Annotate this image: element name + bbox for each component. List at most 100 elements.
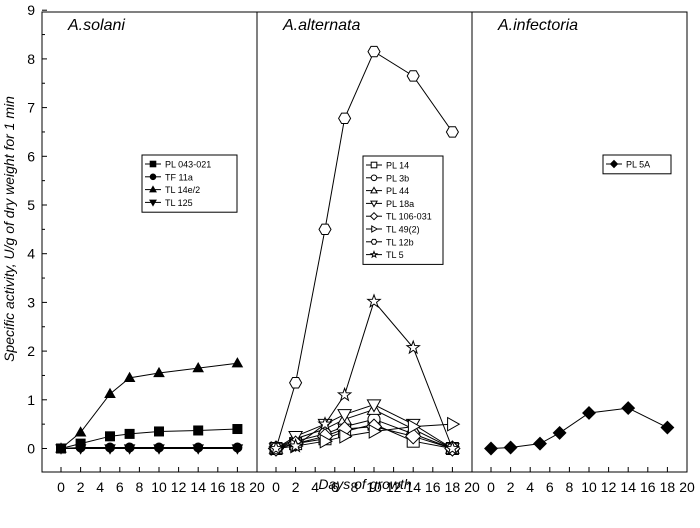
- legend-item: TL 125: [145, 198, 193, 208]
- legend: PL 043-021 TF 11a TL 14e/2 TL 125: [141, 154, 238, 213]
- x-tick-label: 6: [546, 479, 554, 495]
- x-tick-label: 20: [249, 479, 265, 495]
- legend-box: [362, 155, 444, 265]
- x-tick-label: 18: [230, 479, 246, 495]
- data-point: [405, 339, 421, 355]
- x-tick-label: 12: [386, 479, 402, 495]
- x-tick-label: 10: [151, 479, 167, 495]
- legend-label: TL 5: [386, 250, 404, 260]
- data-point: [406, 70, 420, 82]
- legend-item: TL 5: [366, 250, 404, 260]
- x-tick-label: 16: [640, 479, 656, 495]
- x-tick-label: 10: [366, 479, 382, 495]
- legend-label: TL 125: [165, 198, 193, 208]
- data-point: [621, 401, 636, 416]
- series-tl-12b: [269, 45, 459, 455]
- legend-item: TL 12b: [366, 237, 414, 247]
- data-point: [552, 425, 567, 440]
- data-point: [318, 223, 332, 236]
- y-tick-label: 8: [27, 51, 35, 67]
- data-point: [582, 405, 596, 420]
- frame-layer: [41, 11, 688, 473]
- legend-label: TF 11a: [165, 172, 193, 182]
- legend-item: TF 11a: [145, 172, 193, 182]
- series-line: [60, 362, 238, 449]
- x-tick-label: 0: [487, 479, 495, 495]
- series-pl-5a: [484, 401, 675, 456]
- legend-label: PL 14: [386, 161, 409, 171]
- x-tick-label: 0: [57, 479, 65, 495]
- data-point: [366, 293, 382, 308]
- y-axis: 0 1 2 3 4 5 6 7 8 9: [27, 2, 47, 457]
- legend-label: TL 14e/2: [165, 185, 200, 195]
- y-tick-label: 2: [27, 343, 35, 359]
- data-point: [105, 431, 115, 442]
- legend-item: TL 49(2): [366, 225, 420, 235]
- y-axis-title: Specific activity, U/g of dry weight for…: [1, 96, 17, 362]
- data-point: [338, 112, 352, 125]
- data-point: [74, 444, 87, 455]
- y-tick-label: 0: [27, 441, 35, 457]
- panel-title: A.alternata: [282, 17, 360, 34]
- data-point: [533, 436, 547, 451]
- panel-3: A.infectoria 0 2 4 6 8 10 12 14 16 18 20 PL 5A: [484, 17, 695, 495]
- legend-item: PL 14: [366, 161, 409, 171]
- x-tick-label: 16: [210, 479, 226, 495]
- legend-label: TL 49(2): [386, 225, 420, 235]
- legend-label: TL 106-031: [386, 212, 432, 222]
- data-point: [660, 420, 675, 435]
- y-tick-label: 1: [27, 392, 35, 408]
- series-line: [490, 407, 668, 449]
- y-tick-label: 6: [27, 148, 35, 164]
- x-tick-label: 14: [405, 479, 421, 495]
- legend-label: PL 043-021: [165, 160, 211, 170]
- panel-title: A.solani: [67, 17, 125, 34]
- data-point: [55, 444, 67, 455]
- x-tick-label: 2: [292, 479, 300, 495]
- legend-label: TL 12b: [386, 237, 414, 247]
- data-point: [445, 126, 459, 138]
- y-tick-label: 3: [27, 294, 35, 310]
- legend-item: PL 18a: [366, 199, 414, 209]
- x-tick-label: 0: [272, 479, 280, 495]
- panel-title: A.infectoria: [497, 17, 578, 34]
- legend-item: PL 5A: [606, 160, 650, 170]
- x-tick-label: 4: [311, 479, 319, 495]
- data-point: [192, 444, 205, 455]
- data-point: [74, 426, 87, 437]
- data-point: [124, 428, 135, 439]
- data-point: [268, 440, 284, 456]
- data-point: [407, 419, 422, 435]
- data-point: [317, 416, 333, 431]
- x-tick-label: 14: [190, 479, 206, 495]
- data-point: [123, 371, 136, 382]
- data-point: [123, 444, 136, 455]
- legend: PL 5A: [602, 154, 672, 175]
- data-point: [231, 357, 244, 368]
- x-tick-label: 6: [116, 479, 124, 495]
- data-point: [287, 437, 304, 453]
- x-tick-label: 8: [566, 479, 574, 495]
- x-tick-label: 4: [96, 479, 104, 495]
- x-tick-label: 20: [679, 479, 695, 495]
- y-tick-label: 4: [27, 246, 35, 262]
- x-tick-label: 2: [507, 479, 515, 495]
- series-line: [60, 428, 238, 449]
- x-tick-label: 8: [351, 479, 359, 495]
- series-tl-125: [55, 444, 244, 455]
- x-axis-title: Days of growth: [318, 476, 412, 492]
- data-point: [444, 440, 461, 456]
- legend-box: [602, 154, 672, 175]
- data-point: [192, 361, 205, 373]
- data-point: [104, 387, 116, 399]
- legend-item: TL 14e/2: [145, 185, 200, 195]
- data-point: [193, 425, 204, 436]
- legend-item: PL 043-021: [145, 160, 211, 170]
- x-tick-label: 16: [425, 479, 441, 495]
- data-point: [289, 377, 303, 389]
- data-point: [447, 416, 461, 432]
- data-point: [153, 366, 165, 378]
